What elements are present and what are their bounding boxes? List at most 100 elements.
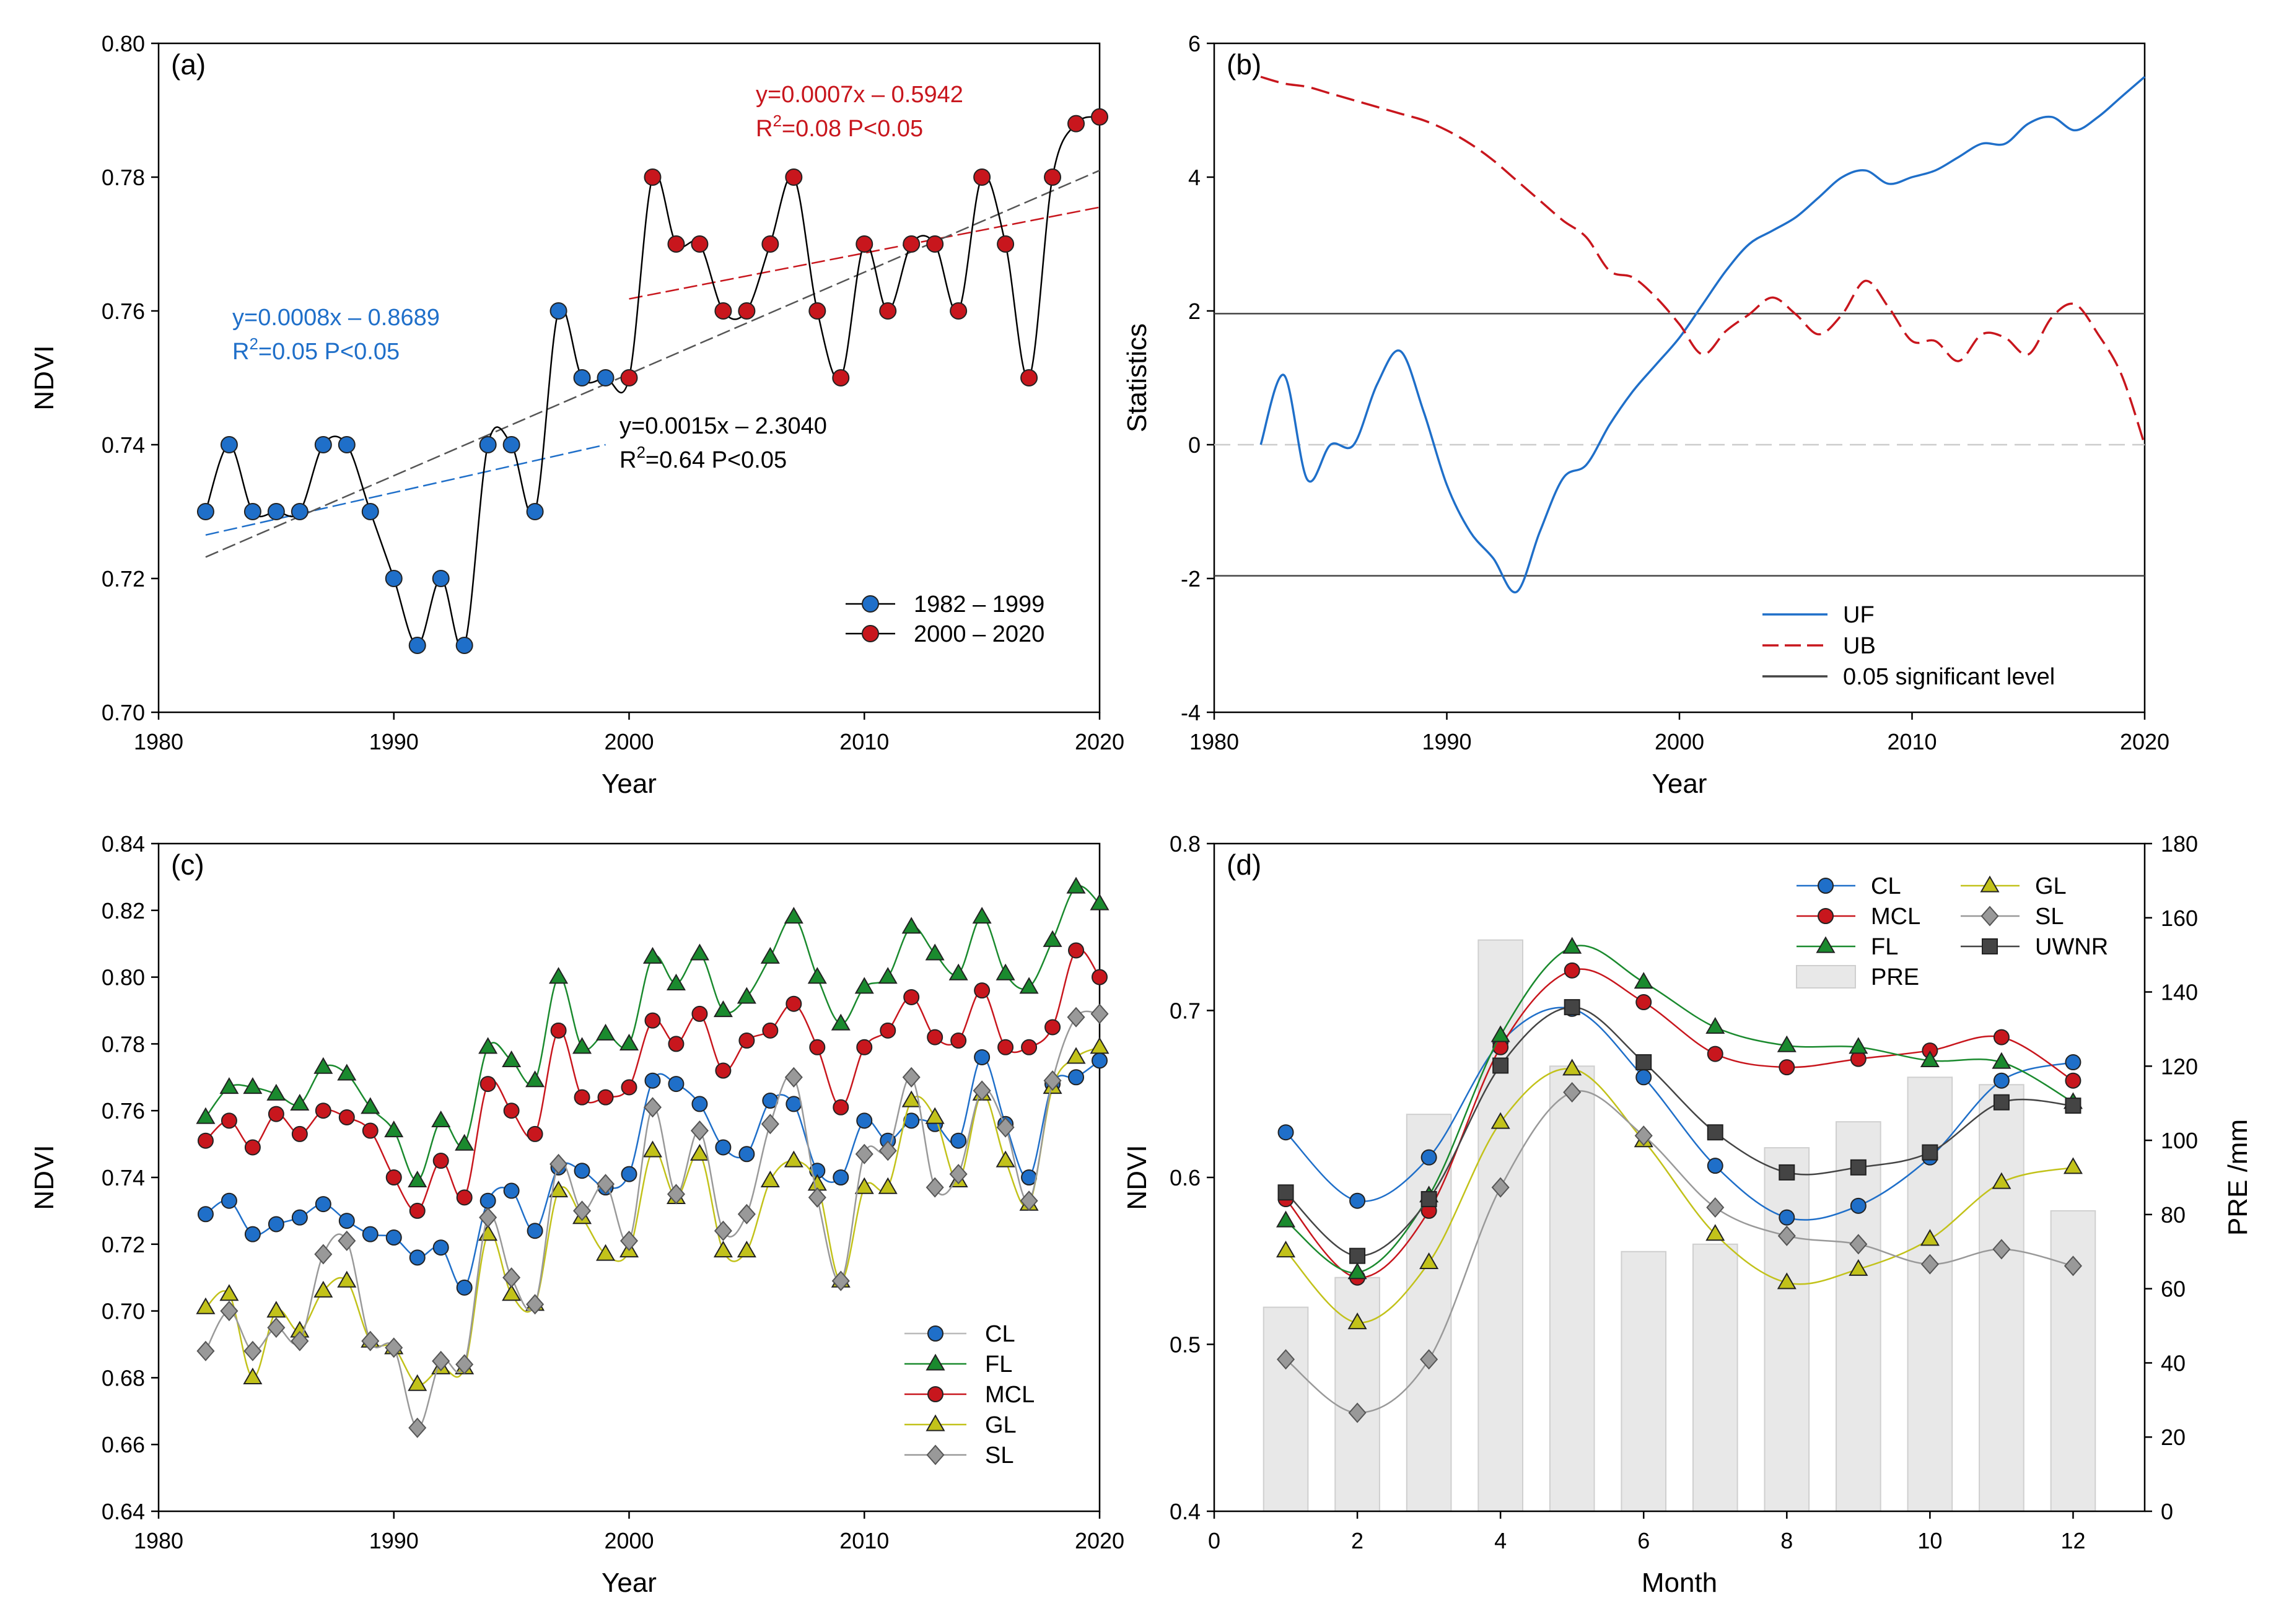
data-point	[1092, 969, 1108, 985]
data-point	[1705, 1017, 1725, 1034]
x-tick-label: 1990	[369, 1528, 419, 1553]
data-point	[1043, 930, 1062, 947]
y2-axis-ticks: 0 20 40 60 80 100 120 140 160 180	[2145, 831, 2198, 1524]
y-tick-label: 0.70	[102, 700, 145, 725]
y-tick-label: 0.80	[102, 31, 145, 56]
legend-marker	[862, 595, 879, 613]
data-point	[1276, 1210, 1296, 1228]
series-gl	[1276, 1059, 2083, 1330]
data-point	[596, 1174, 615, 1195]
data-point	[1849, 1259, 1868, 1276]
series-ub	[1260, 76, 2146, 445]
data-point	[691, 235, 709, 253]
series-sl	[196, 1003, 1109, 1438]
data-point	[760, 1170, 780, 1187]
data-point	[689, 943, 709, 961]
data-point	[1635, 994, 1652, 1011]
data-point	[573, 1200, 592, 1221]
legend-label: FL	[1871, 934, 1898, 960]
y2-tick-label: 40	[2161, 1350, 2186, 1376]
x-tick-label: 2000	[1655, 729, 1704, 754]
data-point	[737, 987, 756, 1004]
data-point	[290, 1094, 310, 1111]
data-point	[550, 1022, 567, 1039]
y-axis-ticks: 0.70 0.72 0.74 0.76 0.78 0.80	[102, 31, 159, 725]
data-point	[831, 1270, 850, 1291]
data-point	[1993, 1094, 2010, 1111]
data-point	[714, 1220, 732, 1241]
y-tick-label: 0.76	[102, 299, 145, 324]
data-point	[1066, 1047, 1086, 1064]
data-point	[997, 1039, 1014, 1055]
data-point	[855, 1143, 873, 1164]
pre-bar	[1549, 1065, 1595, 1513]
data-point	[595, 1244, 616, 1261]
data-point	[1634, 1125, 1653, 1146]
data-point	[338, 436, 356, 453]
y-tick-label: 0.74	[102, 1165, 145, 1190]
superscript: 2	[773, 111, 781, 130]
stats-text: =0.64 P<0.05	[646, 447, 787, 473]
data-point	[1090, 893, 1110, 910]
ndvi-curve	[204, 116, 1100, 650]
legend-label: SL	[985, 1443, 1013, 1469]
legend-marker	[1816, 936, 1836, 953]
legend-label: PRE	[1871, 964, 1919, 990]
y-axis-label: NDVI	[1122, 1145, 1152, 1210]
data-point	[2065, 1054, 2081, 1071]
data-point	[715, 1139, 732, 1156]
panel-d: 0 2 4 6 8 10 12 0.4 0.5 0.6 0.7 0.8 Month NDVI (d) 0 20 4…	[1122, 831, 2253, 1598]
data-point	[337, 1063, 357, 1081]
data-point	[385, 570, 403, 587]
x-tick-label: 10	[1917, 1528, 1942, 1553]
x-tick-label: 2000	[604, 729, 654, 754]
data-point	[291, 503, 309, 520]
legend-label: GL	[985, 1412, 1017, 1438]
trend-line	[205, 170, 1100, 558]
data-point	[244, 1139, 261, 1156]
y-tick-label: 0.66	[102, 1432, 145, 1457]
y2-tick-label: 0	[2161, 1499, 2173, 1524]
data-point	[878, 967, 898, 984]
data-point	[432, 1153, 449, 1169]
data-point	[1992, 1052, 2011, 1069]
data-point	[337, 1270, 357, 1288]
data-point	[901, 1090, 921, 1107]
data-point	[854, 1177, 874, 1194]
regression-stats: R2=0.05 P<0.05	[232, 334, 400, 365]
panel-label: (c)	[171, 849, 204, 881]
data-point	[856, 235, 873, 253]
data-point	[196, 1297, 216, 1314]
x-tick-label: 2000	[604, 1528, 654, 1553]
data-point	[1635, 1069, 1652, 1086]
data-point	[291, 1330, 309, 1351]
data-point	[668, 1076, 685, 1093]
superscript: 2	[636, 443, 645, 461]
trend-lines	[205, 170, 1100, 558]
data-point	[668, 1036, 685, 1052]
data-point	[1277, 1349, 1295, 1370]
data-point	[385, 1229, 402, 1246]
data-point	[409, 1202, 426, 1219]
data-point	[715, 1062, 732, 1079]
data-point	[784, 907, 803, 924]
legend-label: CL	[1871, 873, 1901, 899]
x-tick-label: 1990	[369, 729, 419, 754]
data-point	[691, 1096, 708, 1112]
x-axis-ticks: 1980 1990 2000 2010 2020	[1189, 712, 2169, 754]
series-2000-2020	[620, 108, 1108, 386]
panel-b: 1980 1990 2000 2010 2020 -4 -2 0 2 4 6 Year Statisti…	[1122, 31, 2169, 799]
y2-tick-label: 80	[2161, 1202, 2186, 1228]
data-point	[833, 1169, 849, 1185]
data-point	[642, 946, 663, 964]
data-point	[878, 1140, 897, 1161]
y-tick-label: 0.72	[102, 1232, 145, 1257]
data-point	[996, 1150, 1015, 1168]
data-point	[361, 503, 379, 520]
data-point	[1068, 1069, 1085, 1086]
data-point	[950, 1132, 967, 1149]
data-point	[362, 1226, 379, 1242]
data-point	[1564, 962, 1580, 979]
y-tick-label: 0.76	[102, 1098, 145, 1124]
legend-marker	[1818, 908, 1834, 924]
